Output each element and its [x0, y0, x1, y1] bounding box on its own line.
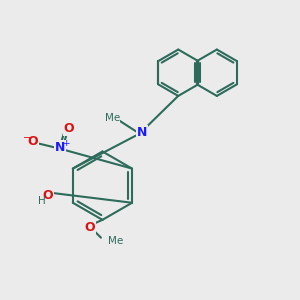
- Text: O: O: [64, 122, 74, 135]
- Text: −: −: [23, 133, 31, 143]
- Text: Me: Me: [105, 113, 120, 123]
- Text: +: +: [62, 139, 70, 148]
- Text: Me: Me: [108, 236, 124, 246]
- Text: N: N: [137, 126, 147, 139]
- Text: H: H: [38, 196, 45, 206]
- Text: O: O: [27, 135, 38, 148]
- Text: O: O: [85, 221, 95, 234]
- Text: O: O: [43, 189, 53, 202]
- Text: N: N: [55, 141, 65, 154]
